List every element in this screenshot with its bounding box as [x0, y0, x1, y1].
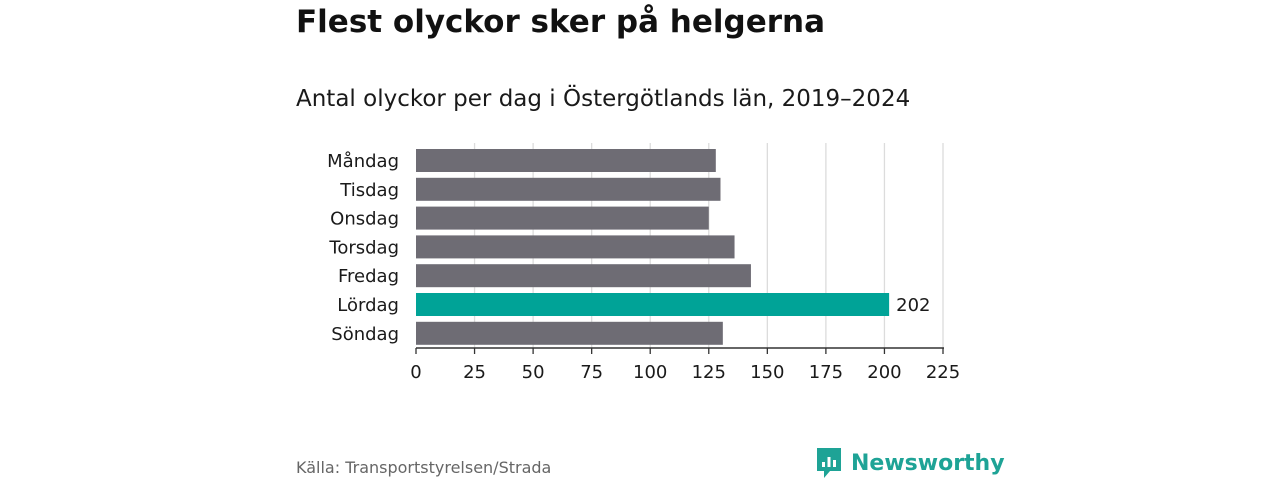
bar-söndag — [416, 321, 723, 345]
chart-subtitle: Antal olyckor per dag i Östergötlands lä… — [296, 86, 911, 112]
chart-title: Flest olyckor sker på helgerna — [296, 4, 826, 40]
x-tick-label: 200 — [867, 362, 901, 383]
bar-tisdag — [416, 177, 721, 201]
source-note: Källa: Transportstyrelsen/Strada — [296, 458, 552, 477]
x-tick-label: 175 — [809, 362, 843, 383]
category-label: Måndag — [327, 151, 399, 172]
brand-logo: Newsworthy — [815, 447, 1005, 479]
category-label: Lördag — [337, 295, 399, 316]
bar-onsdag — [416, 206, 709, 230]
category-label: Onsdag — [330, 209, 399, 230]
x-tick-label: 150 — [750, 362, 784, 383]
bar-måndag — [416, 149, 716, 172]
category-label: Tisdag — [339, 180, 399, 201]
brand-name: Newsworthy — [851, 450, 1005, 476]
x-tick-label: 50 — [522, 362, 545, 383]
bar-fredag — [416, 264, 751, 288]
bar-torsdag — [416, 235, 735, 259]
x-tick-label: 100 — [633, 362, 667, 383]
x-tick-label: 75 — [580, 362, 603, 383]
x-tick-label: 125 — [692, 362, 726, 383]
category-label: Fredag — [338, 266, 399, 287]
bar-lördag — [416, 293, 890, 316]
category-label: Söndag — [331, 324, 399, 345]
x-tick-label: 25 — [463, 362, 486, 383]
x-tick-label: 225 — [926, 362, 960, 383]
category-label: Torsdag — [328, 237, 399, 258]
newsworthy-logo-icon — [817, 448, 841, 478]
data-label: 202 — [896, 295, 930, 316]
x-tick-label: 0 — [410, 362, 421, 383]
